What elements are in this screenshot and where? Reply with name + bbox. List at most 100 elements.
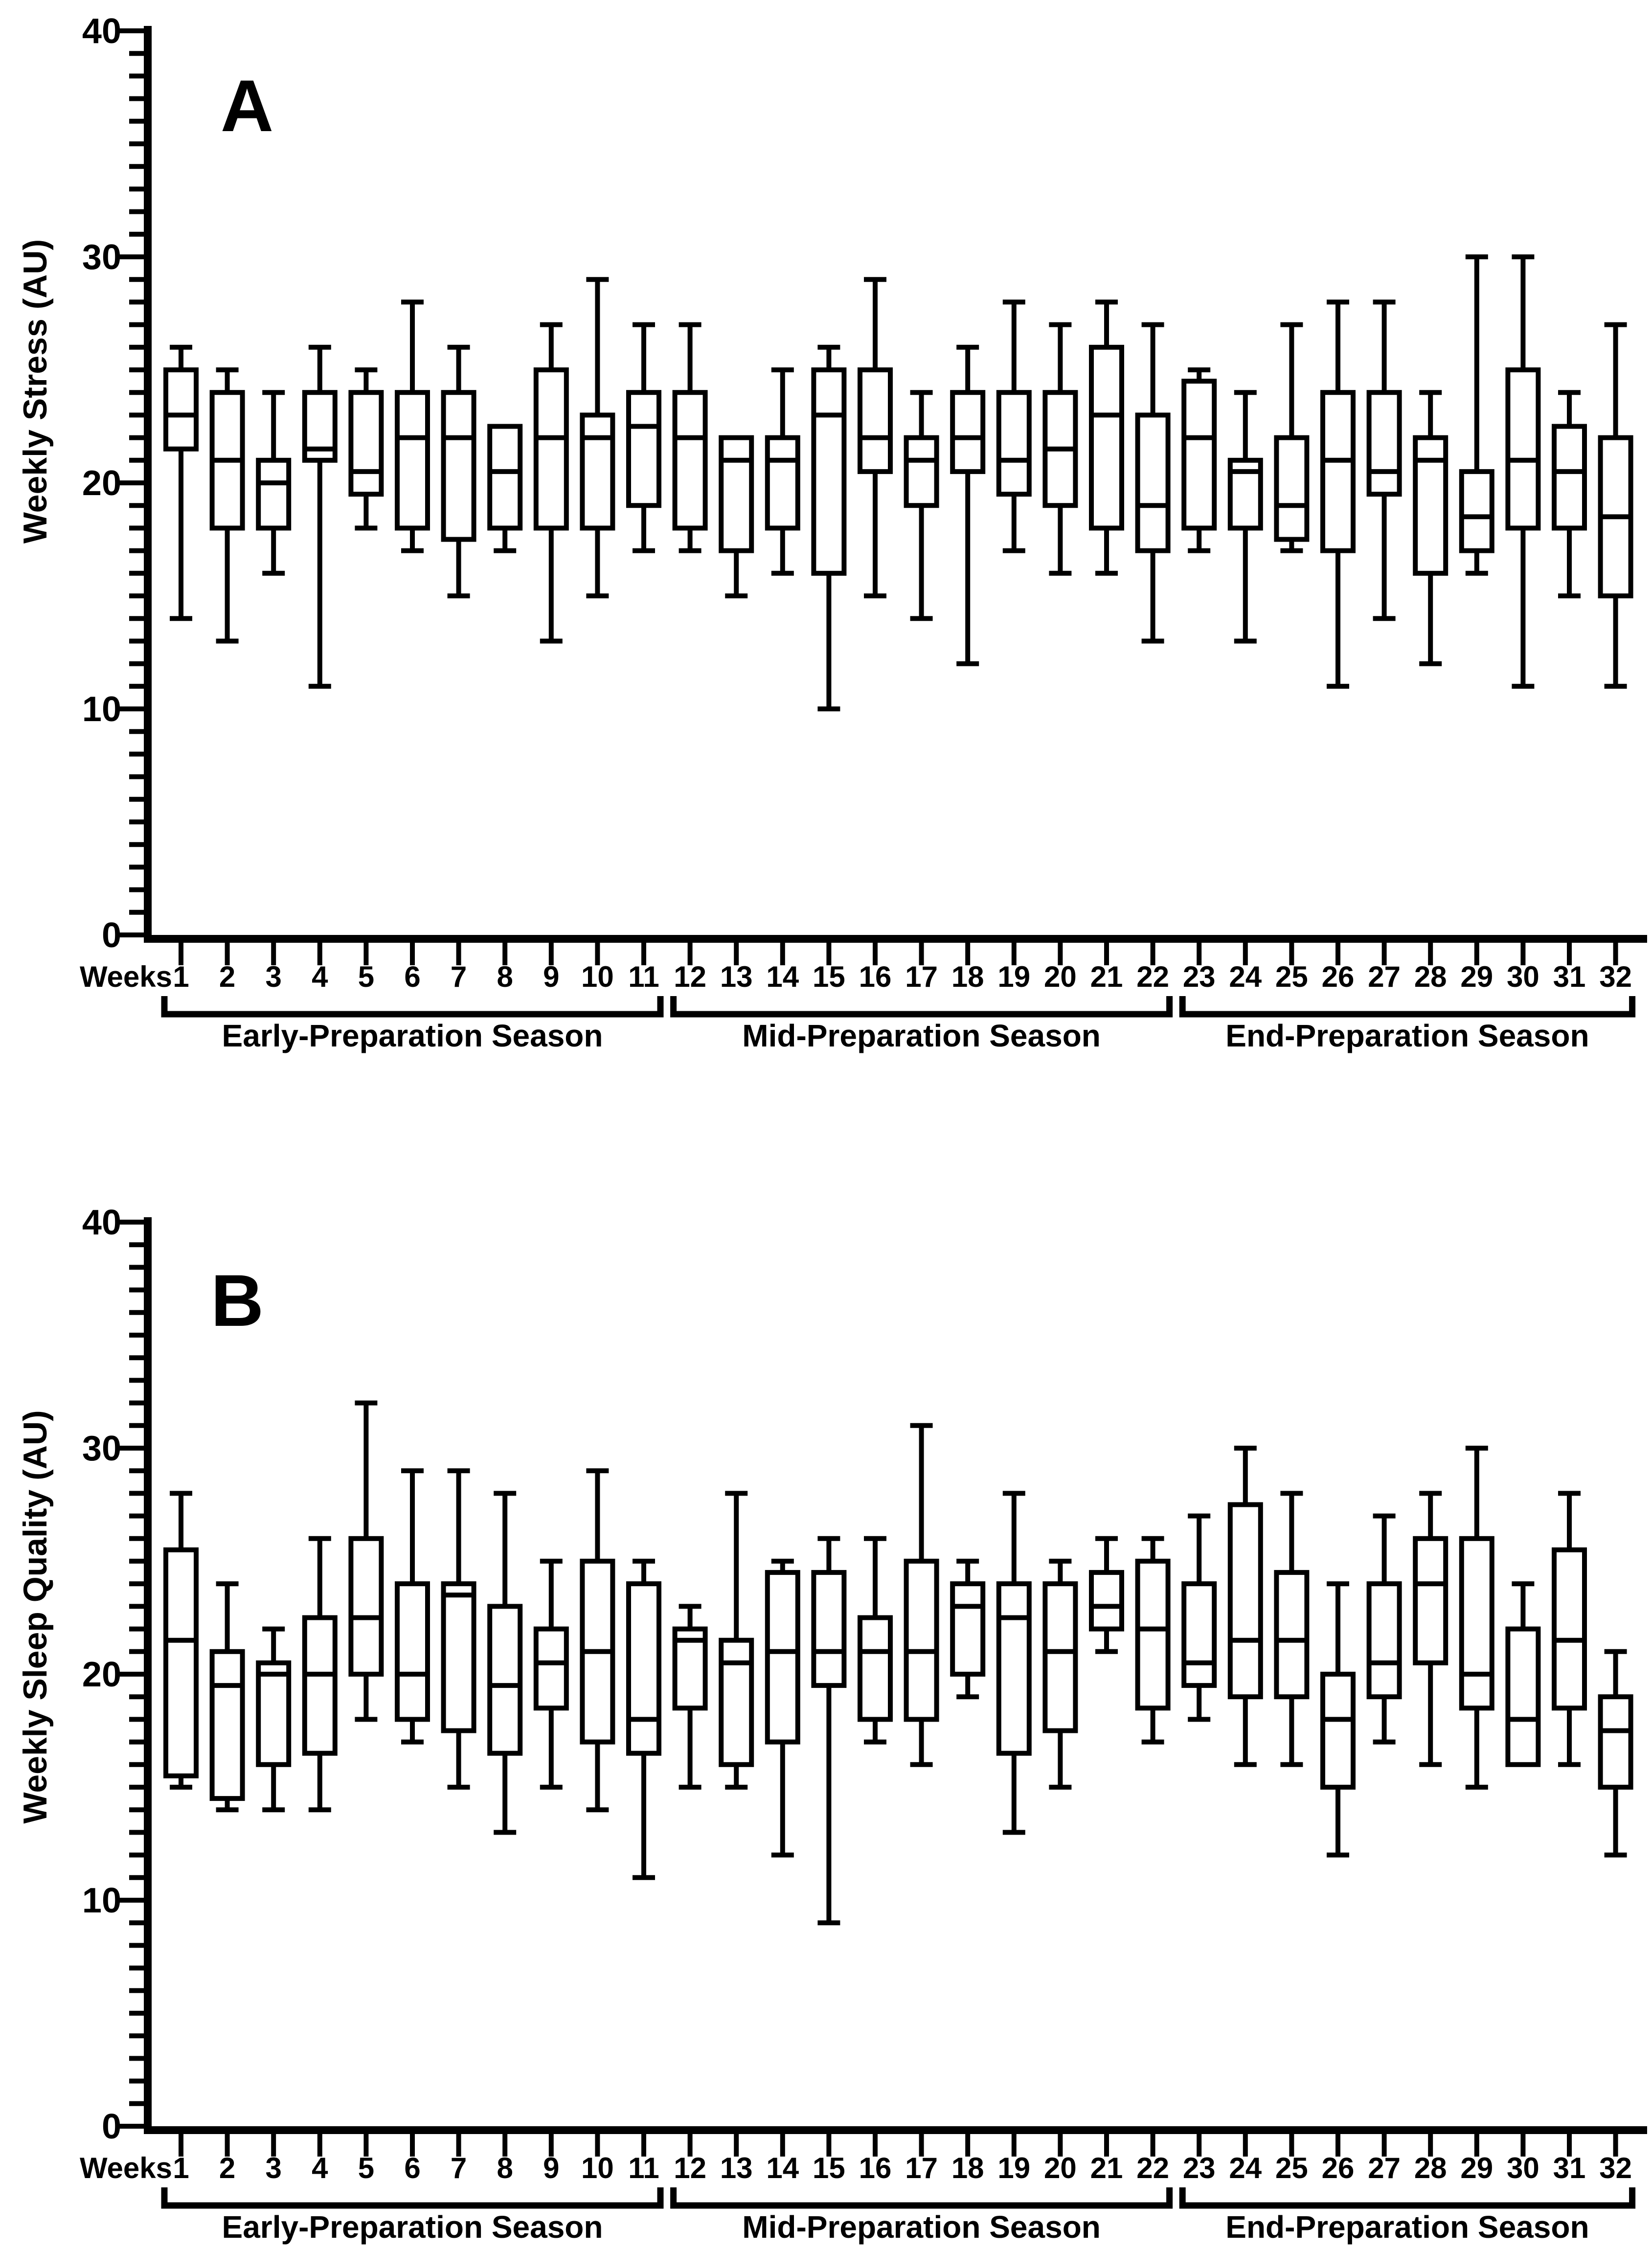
box-week-11 — [626, 1559, 661, 1880]
season-label: Mid-Preparation Season — [742, 2209, 1101, 2245]
box-week-24 — [1227, 390, 1263, 644]
week-tick-label: 8 — [497, 960, 513, 993]
week-tick-label: 14 — [766, 960, 799, 993]
iqr-box — [996, 390, 1032, 497]
panel-b-y-axis-title: Weekly Sleep Quality (AU) — [17, 1410, 54, 1823]
season-bracket — [670, 2187, 1173, 2209]
iqr-box — [395, 390, 430, 531]
week-tick-label: 7 — [451, 960, 467, 993]
box-week-21 — [1089, 299, 1124, 576]
week-tick-label: 20 — [1044, 960, 1077, 993]
week-tick-label: 13 — [720, 960, 753, 993]
season-label: Mid-Preparation Season — [742, 1018, 1101, 1053]
box-week-7 — [441, 344, 476, 598]
box-week-9 — [533, 322, 569, 644]
week-tick-label: 28 — [1414, 2152, 1447, 2184]
iqr-box — [904, 435, 939, 508]
week-tick-label: 25 — [1275, 2152, 1308, 2184]
week-tick-label: 18 — [951, 960, 984, 993]
y-tick-label: 40 — [82, 1203, 121, 1242]
iqr-box — [441, 1581, 476, 1733]
week-tick-label: 23 — [1183, 960, 1216, 993]
week-tick-label: 10 — [581, 960, 614, 993]
iqr-box — [1042, 1581, 1078, 1733]
iqr-box — [533, 367, 569, 531]
week-tick-label: 14 — [766, 2152, 799, 2184]
box-week-10 — [580, 1468, 615, 1813]
week-tick-label: 25 — [1275, 960, 1308, 993]
box-week-16 — [858, 1536, 893, 1745]
iqr-box — [1181, 379, 1217, 531]
iqr-box — [1459, 469, 1494, 553]
week-tick-label: 31 — [1553, 2152, 1586, 2184]
week-tick-label: 4 — [312, 960, 328, 993]
week-tick-label: 18 — [951, 2152, 984, 2184]
box-week-10 — [580, 277, 615, 598]
iqr-box — [1089, 344, 1124, 531]
week-tick-label: 19 — [997, 2152, 1030, 2184]
iqr-box — [395, 1581, 430, 1722]
iqr-box — [1089, 1570, 1124, 1632]
iqr-box — [904, 1559, 939, 1722]
box-week-12 — [672, 322, 708, 553]
iqr-box — [719, 1637, 754, 1767]
box-week-14 — [765, 1559, 800, 1858]
iqr-box — [487, 424, 523, 531]
box-week-5 — [348, 1400, 384, 1722]
box-week-18 — [950, 1559, 986, 1700]
box-week-19 — [996, 1491, 1032, 1835]
iqr-box — [209, 1649, 245, 1801]
iqr-box — [1598, 1694, 1633, 1790]
box-week-30 — [1505, 254, 1541, 689]
iqr-box — [441, 390, 476, 542]
y-tick-label: 0 — [102, 2107, 121, 2146]
box-week-6 — [395, 1468, 430, 1745]
week-tick-label: 11 — [628, 960, 659, 993]
iqr-box — [858, 367, 893, 474]
week-tick-label: 26 — [1322, 960, 1355, 993]
week-tick-label: 29 — [1460, 2152, 1493, 2184]
box-week-27 — [1366, 1513, 1402, 1745]
week-tick-label: 27 — [1368, 2152, 1401, 2184]
box-week-26 — [1320, 1581, 1356, 1858]
season-label: Early-Preparation Season — [222, 1018, 603, 1053]
box-week-13 — [719, 435, 754, 598]
season-label: Early-Preparation Season — [222, 2209, 603, 2245]
iqr-box — [256, 1660, 292, 1767]
iqr-box — [765, 1570, 800, 1745]
iqr-box — [1552, 424, 1587, 531]
week-tick-label: 1 — [173, 2152, 189, 2184]
week-tick-label: 29 — [1460, 960, 1493, 993]
iqr-box — [996, 1581, 1032, 1756]
iqr-box — [163, 1547, 199, 1778]
week-tick-label: 22 — [1136, 2152, 1169, 2184]
week-tick-label: 22 — [1136, 960, 1169, 993]
iqr-box — [811, 1570, 847, 1688]
week-tick-label: 15 — [813, 2152, 845, 2184]
y-tick-label: 30 — [82, 1429, 121, 1468]
week-tick-label: 10 — [581, 2152, 614, 2184]
week-tick-label: 30 — [1507, 960, 1539, 993]
iqr-box — [858, 1615, 893, 1722]
box-week-16 — [858, 277, 893, 598]
week-tick-label: 24 — [1229, 2152, 1262, 2184]
box-week-2 — [209, 367, 245, 644]
season-bracket — [1179, 996, 1636, 1018]
week-tick-label: 16 — [859, 960, 892, 993]
iqr-box — [1366, 390, 1402, 497]
iqr-box — [1320, 1672, 1356, 1790]
box-week-32 — [1598, 322, 1633, 689]
season-bracket — [670, 996, 1173, 1018]
box-week-7 — [441, 1468, 476, 1790]
week-tick-label: 20 — [1044, 2152, 1077, 2184]
box-week-15 — [811, 1536, 847, 1926]
iqr-box — [1505, 367, 1541, 531]
y-tick-label: 0 — [102, 916, 121, 955]
week-tick-label: 17 — [905, 960, 938, 993]
iqr-box — [487, 1604, 523, 1756]
iqr-box — [811, 367, 847, 576]
week-tick-label: 8 — [497, 2152, 513, 2184]
